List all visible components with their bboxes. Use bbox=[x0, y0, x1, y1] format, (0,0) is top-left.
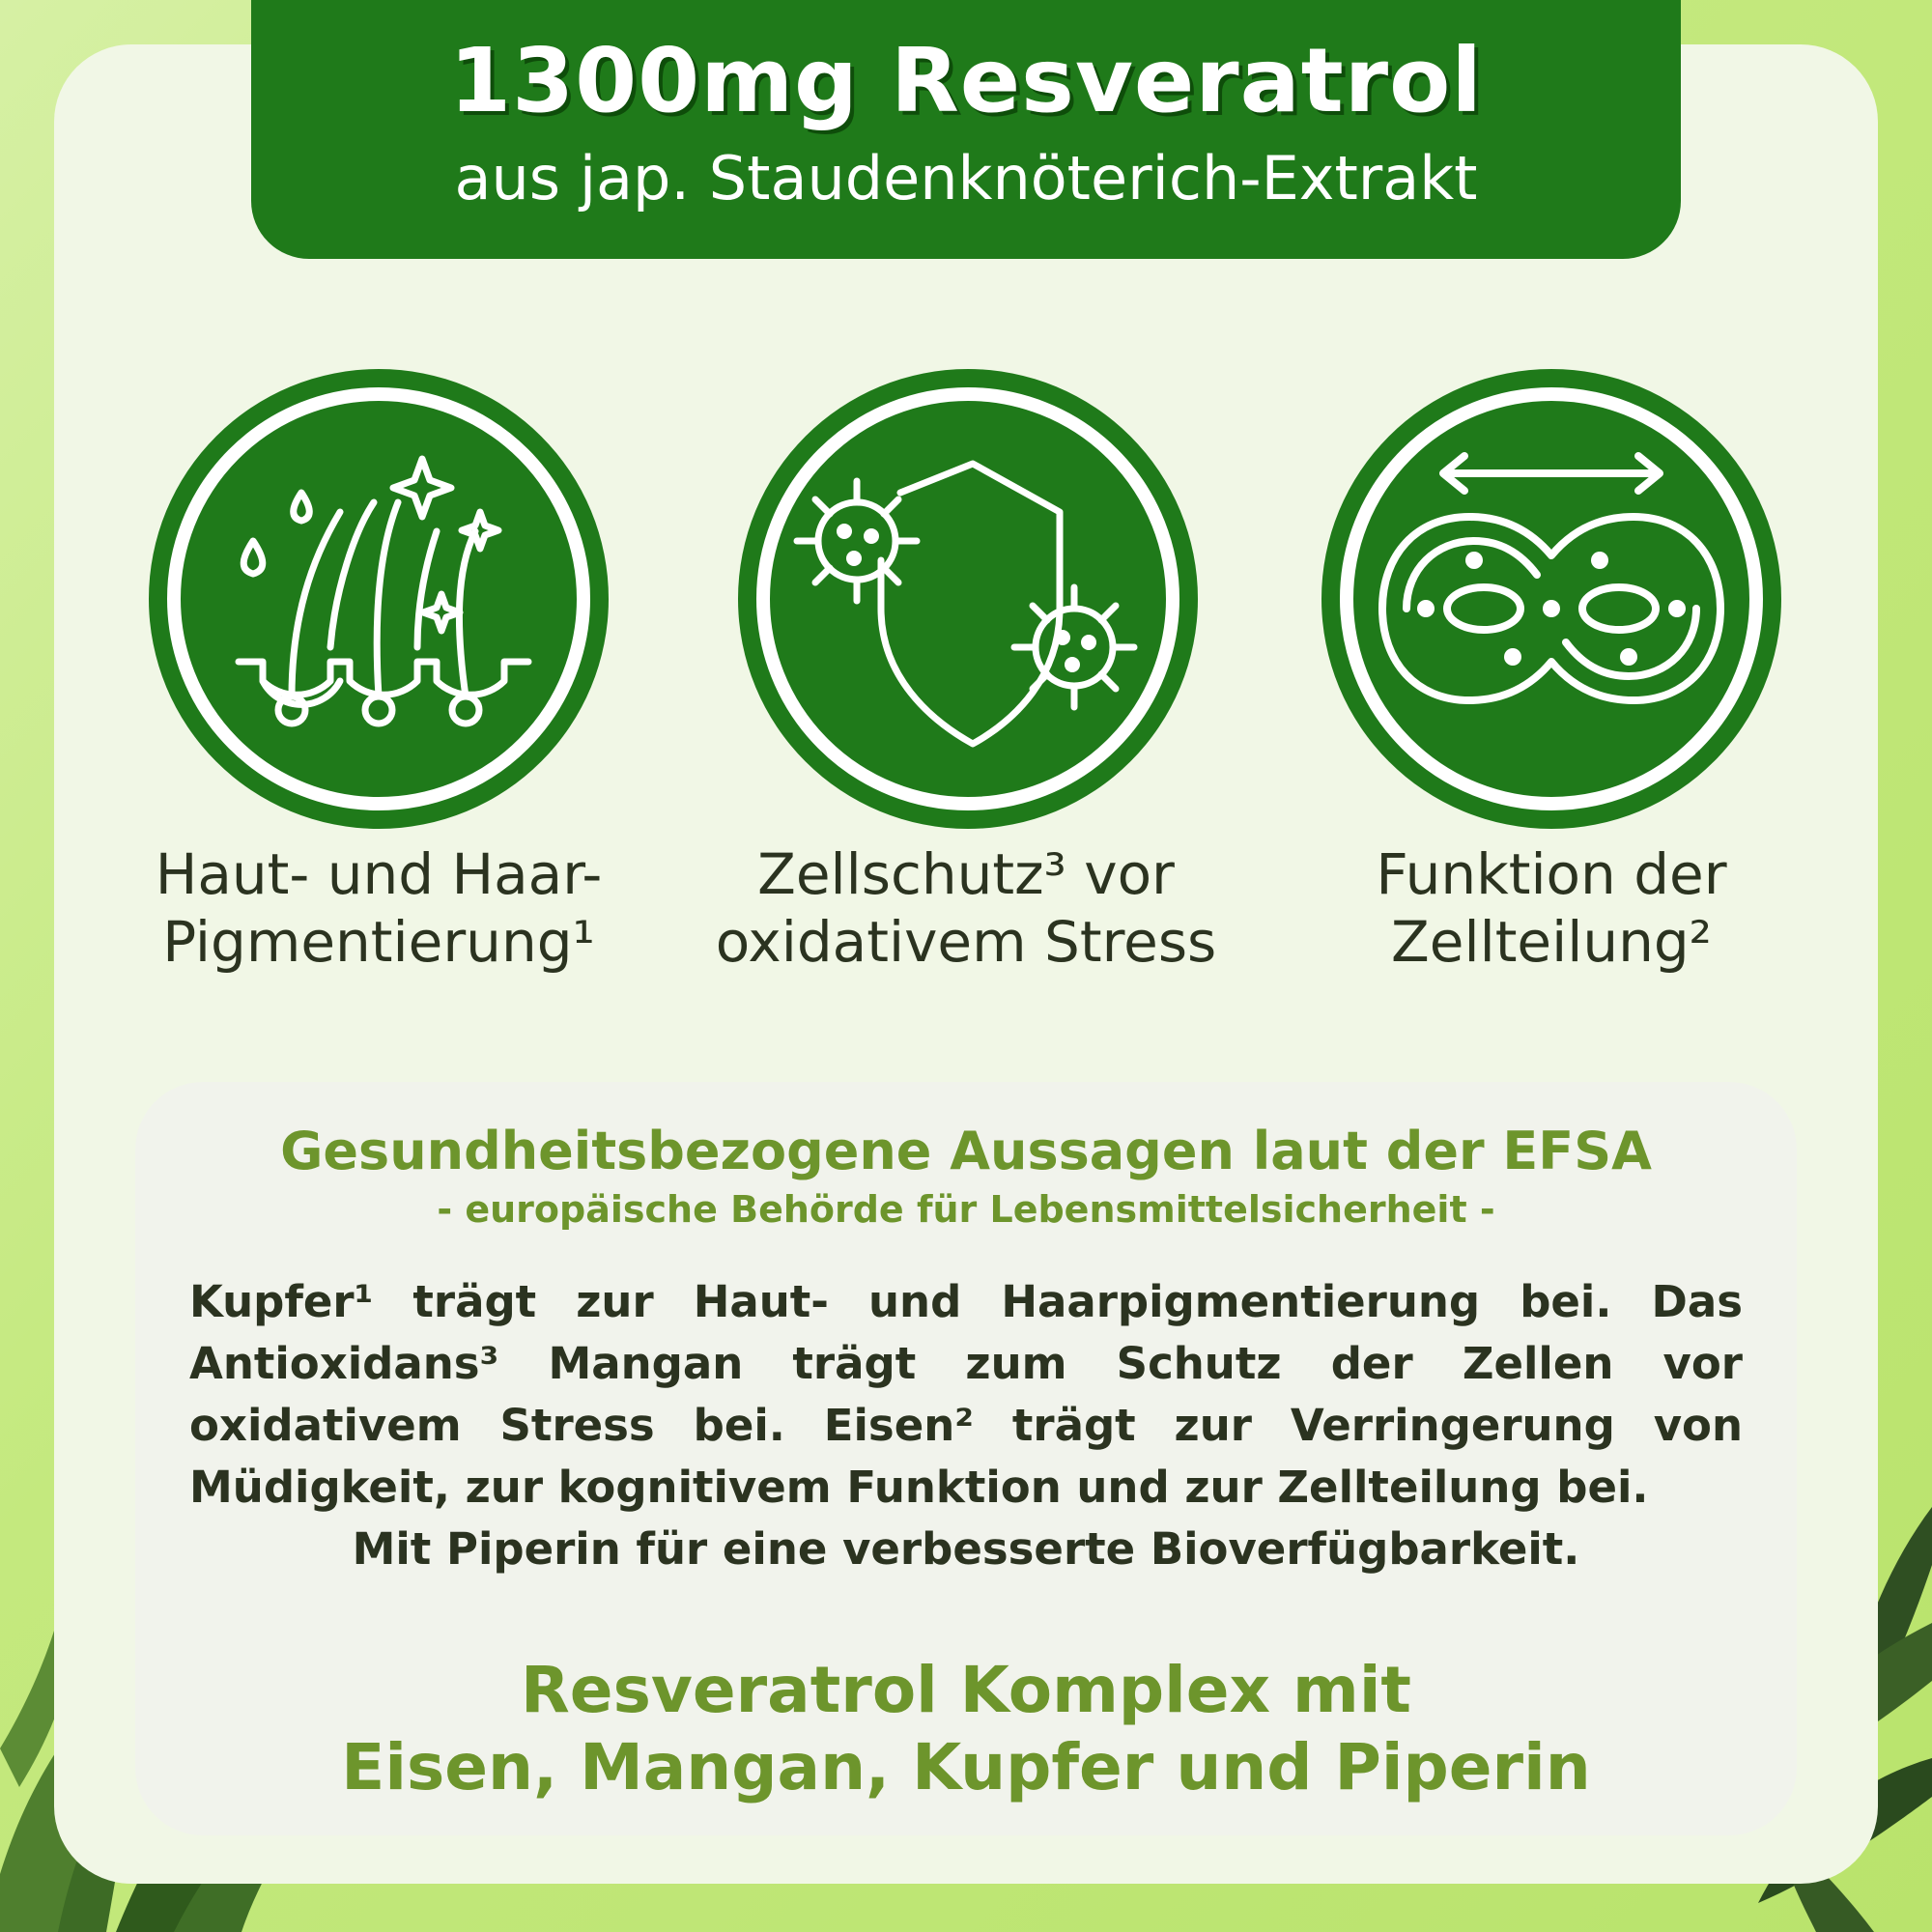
efsa-subtitle: - europäische Behörde für Lebensmittelsi… bbox=[437, 1188, 1495, 1231]
efsa-title: Gesundheitsbezogene Aussagen laut der EF… bbox=[280, 1121, 1652, 1181]
benefit-caption-2: Zellschutz³ vor oxidativem Stress bbox=[676, 840, 1256, 976]
benefit-caption-2-line2: oxidativem Stress bbox=[715, 909, 1217, 975]
hair-follicle-icon bbox=[149, 369, 609, 829]
benefit-caption-1-line1: Haut- und Haar- bbox=[155, 841, 603, 907]
benefit-caption-3-line2: Zellteilung² bbox=[1391, 909, 1712, 975]
efsa-info-box: Gesundheitsbezogene Aussagen laut der EF… bbox=[135, 1082, 1797, 1835]
benefit-caption-1: Haut- und Haar- Pigmentierung¹ bbox=[89, 840, 668, 976]
closing-line-1: Resveratrol Komplex mit bbox=[520, 1653, 1411, 1727]
benefit-caption-1-line2: Pigmentierung¹ bbox=[162, 909, 595, 975]
benefit-icon-3 bbox=[1320, 367, 1783, 831]
benefit-caption-2-line1: Zellschutz³ vor bbox=[757, 841, 1175, 907]
header-banner: 1300mg Resveratrol aus jap. Staudenknöte… bbox=[251, 0, 1681, 259]
benefit-caption-3-line1: Funktion der bbox=[1376, 841, 1727, 907]
benefit-icon-2 bbox=[736, 367, 1200, 831]
benefit-caption-3: Funktion der Zellteilung² bbox=[1262, 840, 1841, 976]
closing-line-2: Eisen, Mangan, Kupfer und Piperin bbox=[341, 1730, 1591, 1804]
banner-title: 1300mg Resveratrol bbox=[449, 29, 1483, 132]
banner-subtitle: aus jap. Staudenknöterich-Extrakt bbox=[454, 143, 1478, 213]
shield-virus-icon bbox=[738, 369, 1198, 829]
benefit-icon-1 bbox=[147, 367, 611, 831]
closing-statement: Resveratrol Komplex mit Eisen, Mangan, K… bbox=[135, 1652, 1797, 1806]
efsa-body-paragraph: Kupfer¹ trägt zur Haut- und Haarpigmenti… bbox=[189, 1276, 1743, 1513]
efsa-body-last-line: Mit Piperin für eine verbesserte Bioverf… bbox=[352, 1523, 1580, 1575]
cell-division-icon bbox=[1321, 369, 1781, 829]
efsa-body-text: Kupfer¹ trägt zur Haut- und Haarpigmenti… bbox=[189, 1271, 1743, 1580]
